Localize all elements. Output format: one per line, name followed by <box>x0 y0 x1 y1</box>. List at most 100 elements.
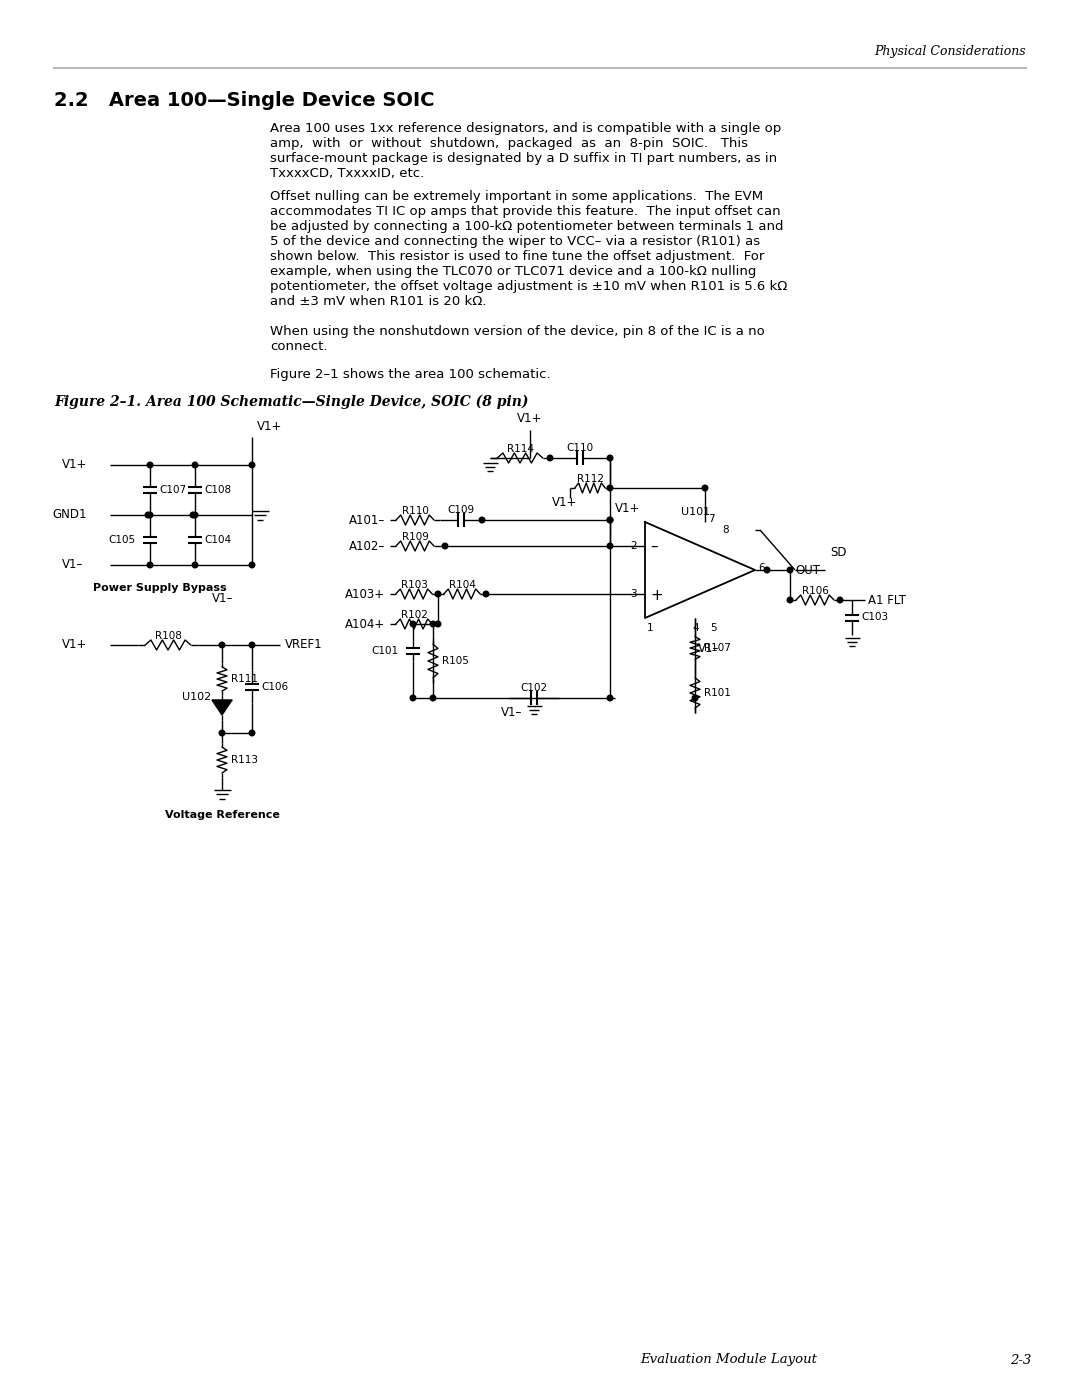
Text: VREF1: VREF1 <box>285 638 323 651</box>
Text: R103: R103 <box>401 580 428 590</box>
Circle shape <box>249 731 255 736</box>
Text: R106: R106 <box>801 585 828 597</box>
Text: Offset nulling can be extremely important in some applications.  The EVM: Offset nulling can be extremely importan… <box>270 190 764 203</box>
Text: C104: C104 <box>204 535 231 545</box>
Text: Evaluation Module Layout: Evaluation Module Layout <box>640 1354 816 1366</box>
Text: R114: R114 <box>507 444 534 454</box>
Text: V1+: V1+ <box>62 458 87 472</box>
Text: R104: R104 <box>448 580 475 590</box>
Text: R105: R105 <box>442 657 469 666</box>
Circle shape <box>692 696 698 701</box>
Text: U101: U101 <box>681 507 711 517</box>
Text: Voltage Reference: Voltage Reference <box>164 810 280 820</box>
Circle shape <box>192 462 198 468</box>
Circle shape <box>192 513 198 518</box>
Text: A102–: A102– <box>349 539 384 552</box>
Text: C106: C106 <box>261 682 288 692</box>
Text: C103: C103 <box>861 612 888 623</box>
Text: C110: C110 <box>566 443 594 453</box>
Text: A103+: A103+ <box>345 588 384 601</box>
Circle shape <box>190 513 195 518</box>
Circle shape <box>787 567 793 573</box>
Text: R107: R107 <box>704 643 731 652</box>
Circle shape <box>435 622 441 627</box>
Text: SD: SD <box>831 545 847 559</box>
Circle shape <box>607 517 612 522</box>
Text: 2.2   Area 100—Single Device SOIC: 2.2 Area 100—Single Device SOIC <box>54 91 434 109</box>
Circle shape <box>837 597 842 602</box>
Polygon shape <box>212 700 232 715</box>
Circle shape <box>430 622 436 627</box>
Circle shape <box>145 513 151 518</box>
Text: C109: C109 <box>447 504 474 515</box>
Text: and ±3 mV when R101 is 20 kΩ.: and ±3 mV when R101 is 20 kΩ. <box>270 295 486 307</box>
Text: GND1: GND1 <box>52 509 86 521</box>
Circle shape <box>430 696 436 701</box>
Text: amp,  with  or  without  shutdown,  packaged  as  an  8-pin  SOIC.   This: amp, with or without shutdown, packaged … <box>270 137 748 149</box>
Text: 5 of the device and connecting the wiper to VCC– via a resistor (R101) as: 5 of the device and connecting the wiper… <box>270 235 760 249</box>
Text: shown below.  This resistor is used to fine tune the offset adjustment.  For: shown below. This resistor is used to fi… <box>270 250 765 263</box>
Text: V1–: V1– <box>212 591 233 605</box>
Text: TxxxxCD, TxxxxID, etc.: TxxxxCD, TxxxxID, etc. <box>270 168 424 180</box>
Text: accommodates TI IC op amps that provide this feature.  The input offset can: accommodates TI IC op amps that provide … <box>270 205 781 218</box>
Text: Physical Considerations: Physical Considerations <box>875 46 1026 59</box>
Circle shape <box>249 643 255 648</box>
Text: 2: 2 <box>631 541 637 550</box>
Text: V1+: V1+ <box>615 502 640 514</box>
Circle shape <box>483 591 489 597</box>
Text: U102: U102 <box>183 692 212 703</box>
Text: Area 100 uses 1xx reference designators, and is compatible with a single op: Area 100 uses 1xx reference designators,… <box>270 122 781 136</box>
Text: –: – <box>650 538 658 553</box>
Circle shape <box>548 455 553 461</box>
Text: V1–: V1– <box>62 559 83 571</box>
Text: R101: R101 <box>704 687 731 698</box>
Text: C102: C102 <box>521 683 548 693</box>
Text: R108: R108 <box>154 631 181 641</box>
Circle shape <box>249 462 255 468</box>
Text: +: + <box>650 588 663 604</box>
Text: V1+: V1+ <box>517 412 542 425</box>
Circle shape <box>480 517 485 522</box>
Text: C105: C105 <box>108 535 135 545</box>
Circle shape <box>147 462 152 468</box>
Text: 6: 6 <box>758 563 765 573</box>
Circle shape <box>607 517 612 522</box>
Circle shape <box>410 696 416 701</box>
Circle shape <box>607 485 612 490</box>
Circle shape <box>442 543 448 549</box>
Text: surface-mount package is designated by a D suffix in TI part numbers, as in: surface-mount package is designated by a… <box>270 152 778 165</box>
Text: R109: R109 <box>402 532 429 542</box>
Text: R111: R111 <box>231 673 258 685</box>
Text: Power Supply Bypass: Power Supply Bypass <box>93 583 227 592</box>
Circle shape <box>219 643 225 648</box>
Text: V1+: V1+ <box>257 420 282 433</box>
Circle shape <box>607 543 612 549</box>
Circle shape <box>410 622 416 627</box>
Circle shape <box>607 455 612 461</box>
Text: be adjusted by connecting a 100-kΩ potentiometer between terminals 1 and: be adjusted by connecting a 100-kΩ poten… <box>270 219 783 233</box>
Text: OUT: OUT <box>795 563 820 577</box>
Text: A101–: A101– <box>349 514 384 527</box>
Text: C101: C101 <box>370 645 399 657</box>
Text: potentiometer, the offset voltage adjustment is ±10 mV when R101 is 5.6 kΩ: potentiometer, the offset voltage adjust… <box>270 279 787 293</box>
Text: Figure 2–1 shows the area 100 schematic.: Figure 2–1 shows the area 100 schematic. <box>270 367 551 381</box>
Text: 8: 8 <box>723 525 729 535</box>
Circle shape <box>219 731 225 736</box>
Text: R112: R112 <box>577 474 604 483</box>
Circle shape <box>702 485 707 490</box>
Text: 1: 1 <box>647 623 653 633</box>
Text: 7: 7 <box>708 514 715 524</box>
Text: R113: R113 <box>231 754 258 766</box>
Circle shape <box>192 562 198 567</box>
Polygon shape <box>645 522 755 617</box>
Circle shape <box>765 567 770 573</box>
Text: R110: R110 <box>402 506 429 515</box>
Text: V1–: V1– <box>698 641 719 655</box>
Text: example, when using the TLC070 or TLC071 device and a 100-kΩ nulling: example, when using the TLC070 or TLC071… <box>270 265 756 278</box>
Circle shape <box>147 562 152 567</box>
Text: C107: C107 <box>159 485 186 495</box>
Text: A104+: A104+ <box>345 617 384 630</box>
Circle shape <box>147 513 152 518</box>
Text: 5: 5 <box>710 623 717 633</box>
Circle shape <box>607 696 612 701</box>
